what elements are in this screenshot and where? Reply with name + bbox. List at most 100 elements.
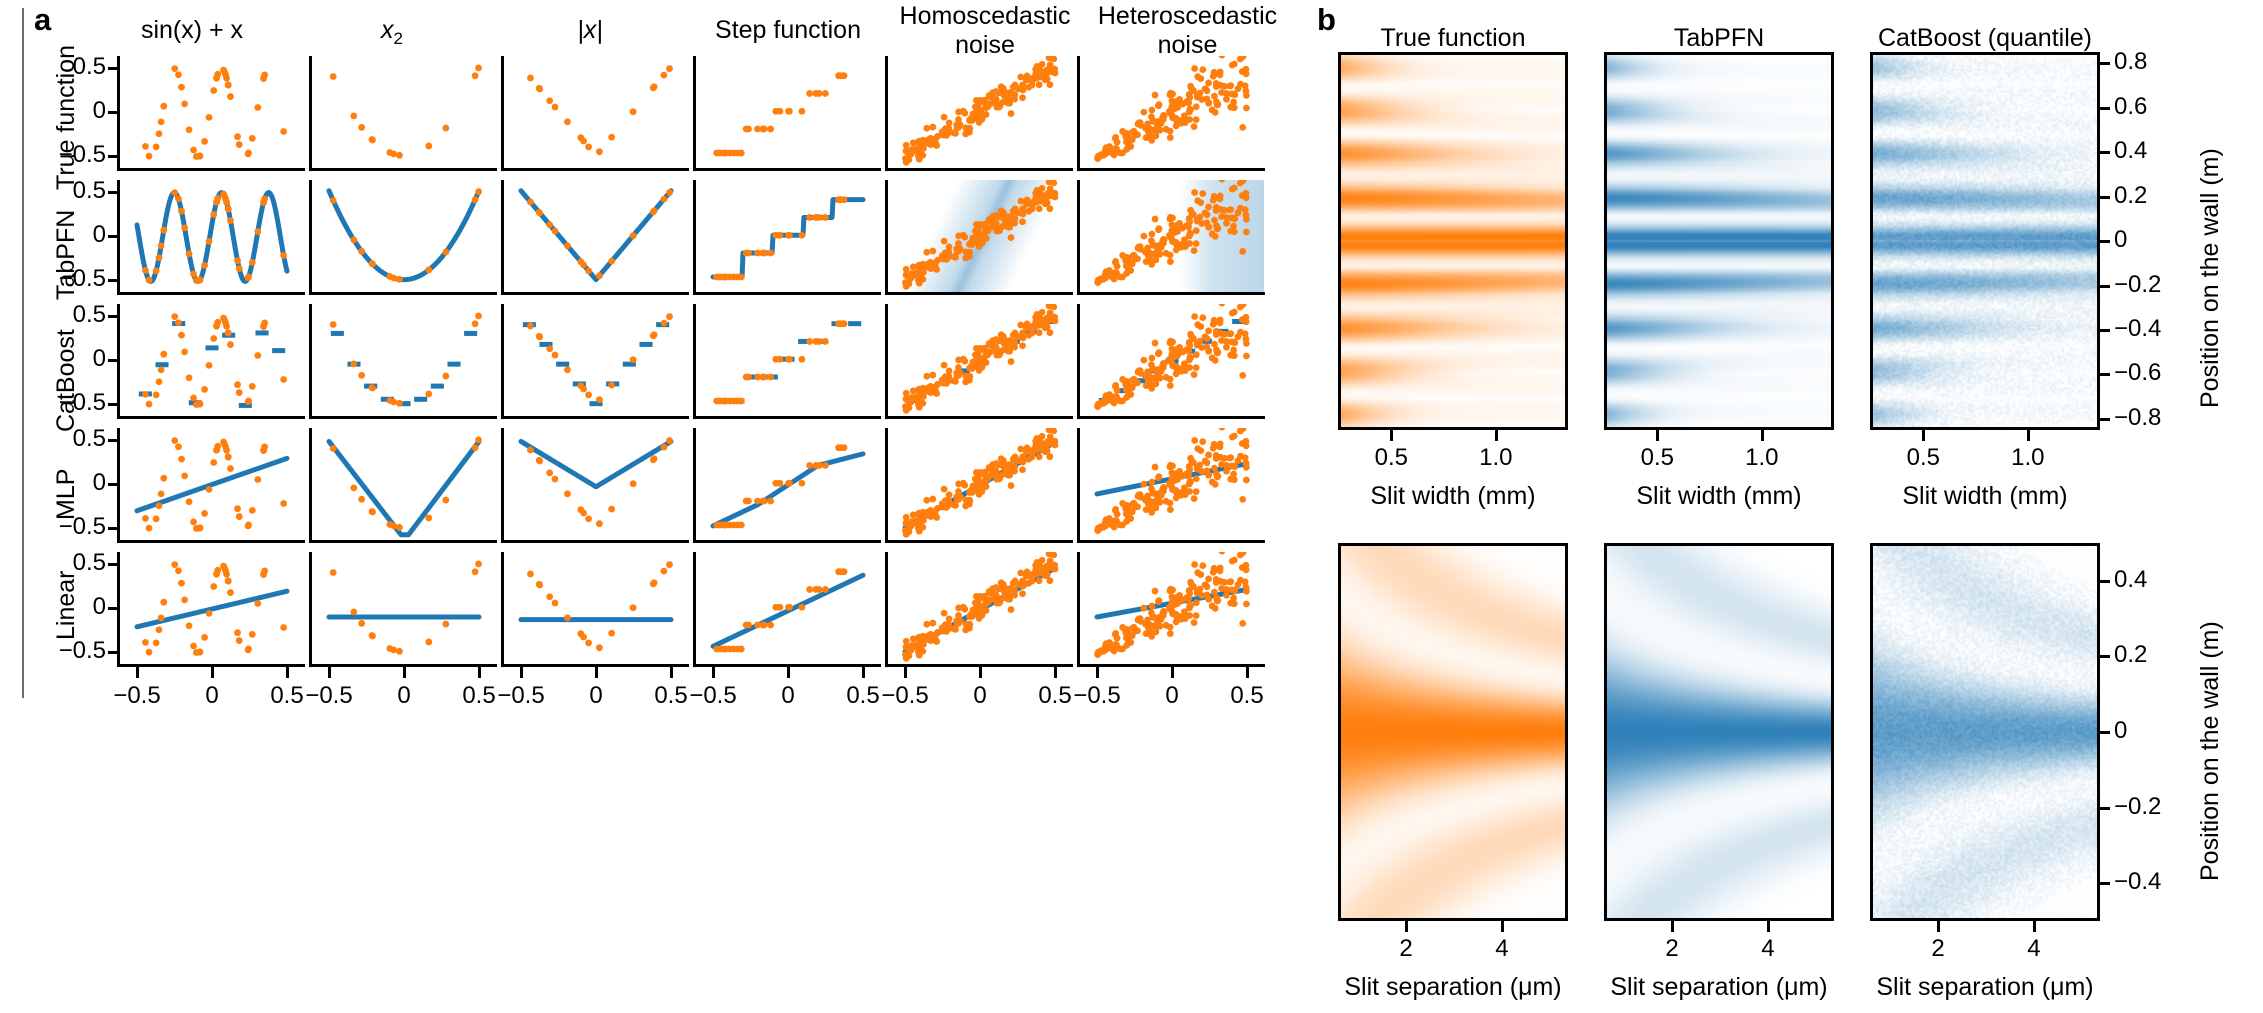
heatmap-top-cat bbox=[1870, 52, 2100, 430]
ytick-r1-0: 0.5 bbox=[72, 176, 106, 204]
xtick-mark-c3-0 bbox=[712, 667, 715, 678]
panel-b-bot-xtick-mark-0-0 bbox=[1405, 921, 1409, 932]
panel-b-bot-xlabel-2: Slit separation (μm) bbox=[1876, 973, 2094, 1001]
xtick-c1-1: 0 bbox=[397, 682, 411, 709]
panel-b-top-xlabel-0: Slit width (mm) bbox=[1370, 482, 1536, 510]
heatmap-top-pfn bbox=[1604, 52, 1834, 430]
panel-b-top-xtick-mark-0-0 bbox=[1390, 430, 1394, 441]
axis-spine-left bbox=[693, 552, 696, 664]
col-title-4-line1: Homoscedastic bbox=[899, 2, 1071, 30]
axis-spine-bottom bbox=[309, 168, 497, 171]
panel-b-col-title-1: TabPFN bbox=[1673, 24, 1765, 52]
axis-spine-left bbox=[117, 552, 120, 664]
panel-b-bot-ytick-mark-0 bbox=[2100, 579, 2110, 583]
plot-cell-r4-c1 bbox=[309, 552, 497, 667]
ytick-mark-r2-0 bbox=[108, 314, 118, 318]
axis-spine-left bbox=[1077, 56, 1080, 168]
xtick-mark-c3-2 bbox=[862, 667, 865, 678]
panel-b-top-ytick-7: −0.6 bbox=[2114, 359, 2162, 387]
axis-spine-left bbox=[309, 304, 312, 416]
axis-spine-left bbox=[693, 428, 696, 540]
ytick-r4-2: −0.5 bbox=[58, 637, 106, 665]
col-title-2: |x| bbox=[490, 16, 690, 45]
panel-b-top-ytick-mark-8 bbox=[2100, 417, 2110, 421]
ytick-mark-r4-1 bbox=[108, 607, 118, 610]
axis-spine-bottom bbox=[501, 292, 689, 295]
col-title-3: Step function bbox=[688, 16, 888, 45]
ytick-mark-r3-0 bbox=[108, 438, 118, 442]
xtick-mark-c2-1 bbox=[595, 667, 598, 678]
panel-b-top-xtick-0-0: 0.5 bbox=[1374, 444, 1408, 471]
axis-spine-bottom bbox=[1077, 664, 1265, 667]
panel-b-top-xtick-1-0: 0.5 bbox=[1640, 444, 1674, 471]
xtick-mark-c5-1 bbox=[1171, 667, 1174, 678]
axis-spine-left bbox=[693, 180, 696, 292]
panel-b-top-xtick-mark-1-1 bbox=[1760, 430, 1764, 441]
heatmap-bottom-cat bbox=[1870, 543, 2100, 921]
plot-cell-r0-c1 bbox=[309, 56, 497, 171]
ytick-mark-r3-2 bbox=[108, 527, 118, 531]
ytick-mark-r4-0 bbox=[108, 562, 118, 566]
ytick-r2-1: 0 bbox=[92, 345, 106, 372]
axis-spine-bottom bbox=[117, 664, 305, 667]
panel-b-top-ytick-0: 0.8 bbox=[2114, 48, 2148, 76]
col-title-4: Homoscedastic noise bbox=[880, 2, 1090, 60]
panel-b-bot-ytick-mark-2 bbox=[2100, 731, 2110, 734]
panel-b-bot-ytick-1: 0.2 bbox=[2114, 641, 2148, 669]
ytick-r4-0: 0.5 bbox=[72, 548, 106, 576]
panel-b-top-xtick-mark-1-0 bbox=[1656, 430, 1660, 441]
plot-cell-r1-c5 bbox=[1077, 180, 1265, 295]
panel-b-col-title-2: CatBoost (quantile) bbox=[1877, 24, 2092, 52]
panel-b-bot-ylabel: Position on the wall (m) bbox=[2196, 621, 2224, 881]
plot-cell-r2-c1 bbox=[309, 304, 497, 419]
axis-spine-bottom bbox=[501, 168, 689, 171]
plot-cell-r2-c3 bbox=[693, 304, 881, 419]
col-title-1: x2 bbox=[292, 16, 492, 53]
plot-cell-r0-c4 bbox=[885, 56, 1073, 171]
axis-spine-bottom bbox=[693, 292, 881, 295]
plot-cell-r1-c4 bbox=[885, 180, 1073, 295]
panel-b-bot-xtick-0-0: 2 bbox=[1399, 935, 1413, 962]
plot-cell-r0-c3 bbox=[693, 56, 881, 171]
ytick-r3-1: 0 bbox=[92, 469, 106, 496]
panel-b-bot-xtick-mark-1-0 bbox=[1671, 921, 1675, 932]
panel-b-top-ytick-mark-5 bbox=[2100, 284, 2110, 288]
plot-cell-r4-c2 bbox=[501, 552, 689, 667]
axis-spine-bottom bbox=[117, 540, 305, 543]
col-title-0-text: sin(x) + x bbox=[140, 16, 244, 44]
axis-spine-bottom bbox=[1077, 416, 1265, 419]
col-title-0: sin(x) + x bbox=[92, 16, 292, 45]
plot-cell-r1-c1 bbox=[309, 180, 497, 295]
xtick-mark-c4-2 bbox=[1054, 667, 1057, 678]
axis-spine-bottom bbox=[693, 416, 881, 419]
axis-spine-left bbox=[117, 304, 120, 416]
axis-spine-left bbox=[693, 56, 696, 168]
xtick-c5-2: 0.5 bbox=[1230, 682, 1264, 709]
axis-spine-bottom bbox=[501, 540, 689, 543]
plot-cell-r0-c2 bbox=[501, 56, 689, 171]
xtick-c4-2: 0.5 bbox=[1038, 682, 1072, 709]
panel-b-top-ytick-6: −0.4 bbox=[2114, 314, 2162, 342]
panel-b-top-ytick-8: −0.8 bbox=[2114, 403, 2162, 431]
axis-spine-left bbox=[117, 428, 120, 540]
xtick-c2-2: 0.5 bbox=[654, 682, 688, 709]
axis-spine-bottom bbox=[885, 416, 1073, 419]
panel-b-top-ytick-4: 0 bbox=[2114, 226, 2128, 253]
plot-cell-r3-c0 bbox=[117, 428, 305, 543]
panel-b-top-ytick-mark-7 bbox=[2100, 373, 2110, 377]
xtick-c0-1: 0 bbox=[205, 682, 219, 709]
col-title-2-text: |x| bbox=[577, 16, 603, 44]
axis-spine-bottom bbox=[501, 416, 689, 419]
axis-spine-left bbox=[885, 56, 888, 168]
plot-cell-r3-c1 bbox=[309, 428, 497, 543]
axis-spine-left bbox=[885, 180, 888, 292]
panel-b-top-xtick-2-0: 0.5 bbox=[1906, 444, 1940, 471]
ytick-r4-1: 0 bbox=[92, 593, 106, 620]
xtick-mark-c2-2 bbox=[670, 667, 673, 678]
panel-b-bot-xlabel-0: Slit separation (μm) bbox=[1344, 973, 1562, 1001]
col-title-1-sub: 2 bbox=[393, 29, 403, 48]
panel-b-top-xtick-mark-2-0 bbox=[1922, 430, 1926, 441]
panel-b-top-ytick-mark-4 bbox=[2100, 240, 2110, 243]
axis-spine-bottom bbox=[309, 292, 497, 295]
